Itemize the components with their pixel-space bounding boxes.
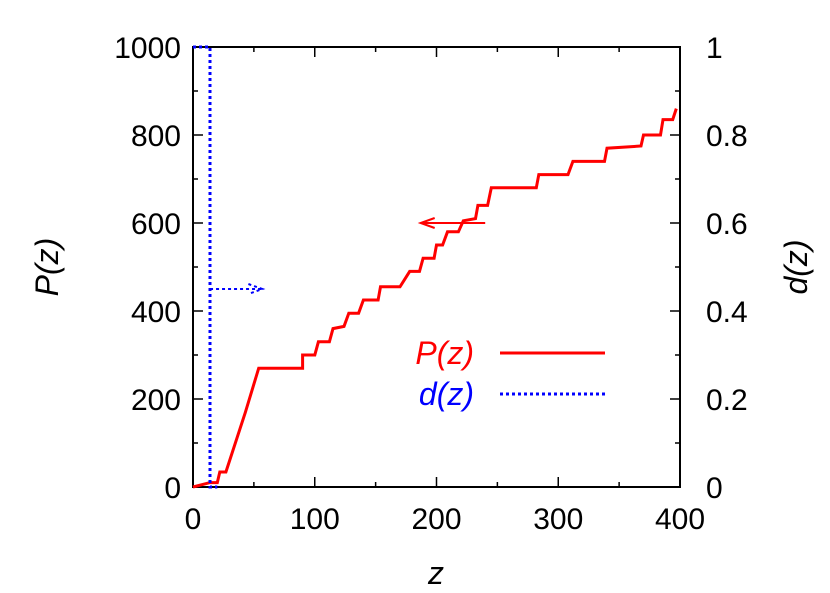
series-line-p	[192, 108, 678, 489]
y-left-tick-label: 400	[131, 296, 181, 329]
x-tick-label: 200	[411, 503, 461, 536]
series-line-d	[193, 45, 218, 489]
legend-label-d: d(z)	[419, 376, 474, 412]
y-left-axis: 0 200 400 600 800 1000	[114, 32, 203, 505]
annotation-arrowhead	[417, 217, 436, 229]
y-left-tick-label: 600	[131, 208, 181, 241]
x-axis-title: z	[427, 555, 444, 591]
y-right-tick-label: 0.6	[706, 208, 748, 241]
legend: P(z) d(z)	[415, 335, 605, 412]
y-left-tick-label: 0	[164, 472, 181, 505]
plot-frame	[192, 46, 681, 488]
x-tick-label: 0	[185, 503, 202, 536]
y-right-tick-label: 0.2	[706, 384, 748, 417]
annotation-arrowhead	[248, 283, 266, 295]
series-layer	[192, 45, 678, 489]
y-right-axis-title: d(z)	[778, 239, 814, 294]
x-tick-label: 400	[655, 503, 705, 536]
y-right-tick-label: 0.8	[706, 120, 748, 153]
annotation-layer	[210, 217, 486, 295]
y-left-tick-label: 1000	[114, 32, 181, 65]
y-right-tick-label: 0	[706, 472, 723, 505]
y-left-axis-title: P(z)	[29, 238, 65, 297]
y-right-axis: 0 0.2 0.4 0.6 0.8 1	[670, 32, 748, 505]
legend-label-p: P(z)	[415, 335, 474, 371]
y-right-tick-label: 0.4	[706, 296, 748, 329]
y-right-tick-label: 1	[706, 32, 723, 65]
x-tick-label: 300	[533, 503, 583, 536]
y-left-tick-label: 800	[131, 120, 181, 153]
x-axis: 0 100 200 300 400	[185, 47, 705, 536]
x-tick-label: 100	[290, 503, 340, 536]
y-left-tick-label: 200	[131, 384, 181, 417]
